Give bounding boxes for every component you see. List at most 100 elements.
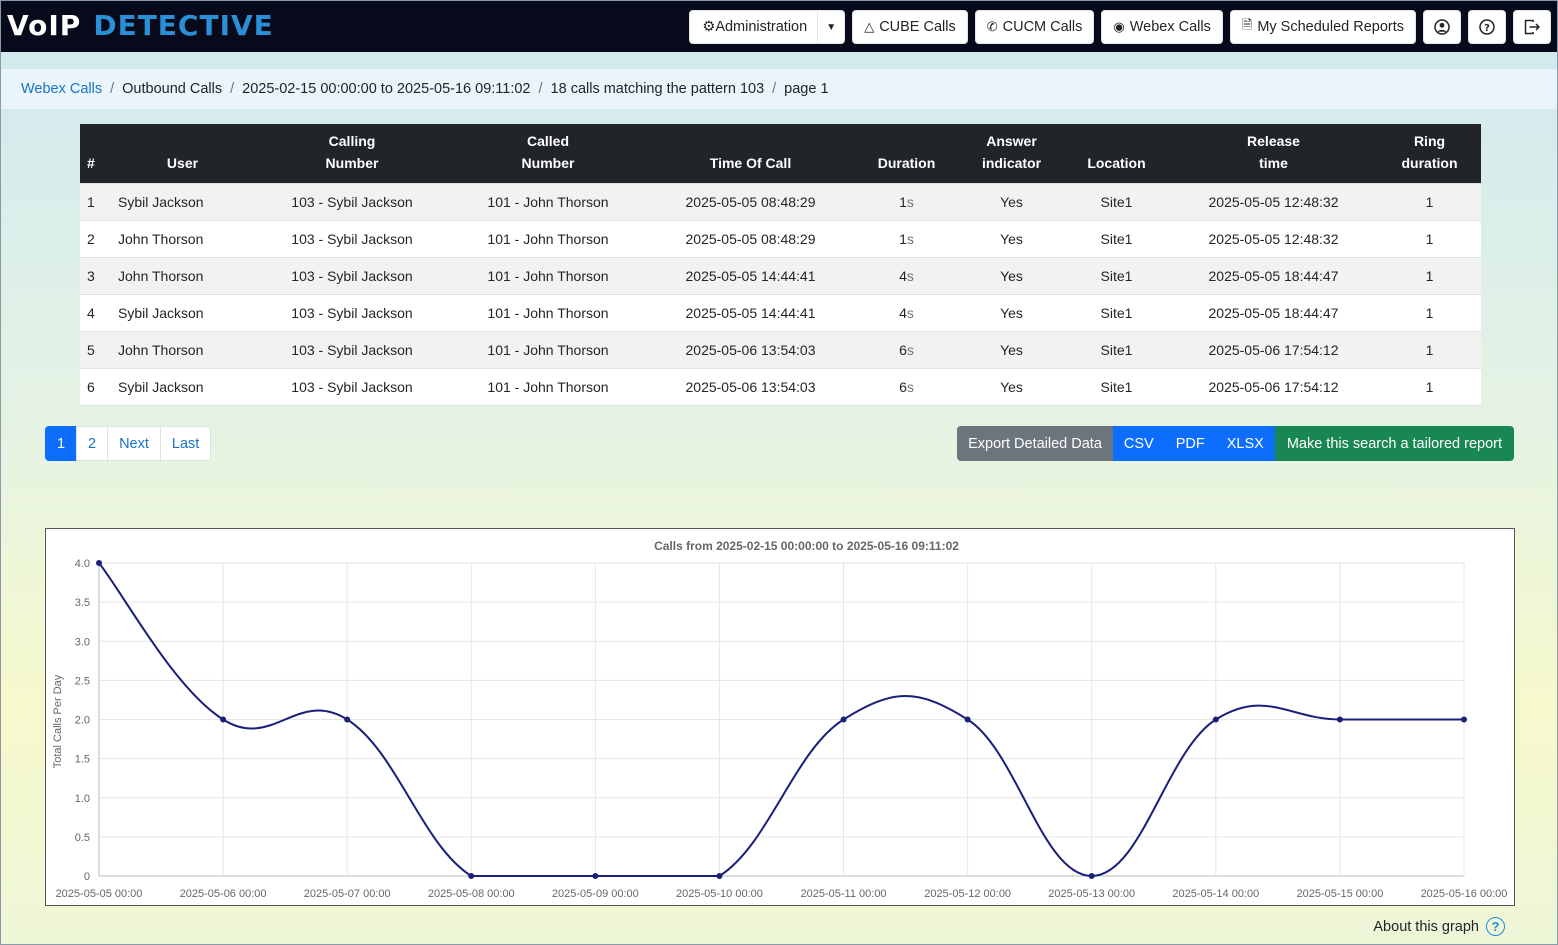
- export-xlsx-button[interactable]: XLSX: [1215, 426, 1275, 461]
- x-tick-label: 2025-05-05 00:00: [56, 888, 143, 900]
- export-button-group: Export Detailed Data CSV PDF XLSX Make t…: [957, 426, 1514, 461]
- col-header-time-of-call[interactable]: Time Of Call: [647, 124, 854, 183]
- x-tick-label: 2025-05-14 00:00: [1172, 888, 1259, 900]
- about-graph-label: About this graph: [1373, 918, 1479, 935]
- cell-called-number: 101 - John Thorson: [449, 293, 647, 331]
- col-header-location[interactable]: Location: [1064, 124, 1169, 183]
- cell-calling-number: 103 - Sybil Jackson: [255, 330, 449, 368]
- webex-calls-label: Webex Calls: [1129, 19, 1211, 35]
- breadcrumb-separator: /: [538, 81, 543, 97]
- chevron-down-icon[interactable]: ▼: [826, 21, 837, 33]
- table-row[interactable]: 4 Sybil Jackson 103 - Sybil Jackson 101 - J…: [80, 293, 1481, 331]
- data-point: [1461, 716, 1467, 723]
- col-header-release-time[interactable]: Release time: [1169, 124, 1378, 183]
- cell-called-number: 101 - John Thorson: [449, 256, 647, 294]
- cell-location: Site1: [1064, 367, 1169, 406]
- x-tick-label: 2025-05-09 00:00: [552, 888, 639, 900]
- cell-ring-duration: 1: [1378, 256, 1481, 294]
- cell-time-of-call: 2025-05-05 14:44:41: [647, 256, 854, 294]
- last-page-link[interactable]: Last: [159, 426, 212, 461]
- cell-answer-indicator: Yes: [959, 293, 1064, 331]
- page-2-link[interactable]: 2: [76, 426, 109, 461]
- export-pdf-button[interactable]: PDF: [1164, 426, 1216, 461]
- table-row[interactable]: 2 John Thorson 103 - Sybil Jackson 101 - Jo…: [80, 219, 1481, 257]
- chart-title: Calls from 2025-02-15 00:00:00 to 2025-0…: [654, 539, 959, 553]
- cell-ring-duration: 1: [1378, 330, 1481, 368]
- question-circle-icon: ?: [1486, 917, 1505, 936]
- table-row[interactable]: 5 John Thorson 103 - Sybil Jackson 101 - Jo…: [80, 330, 1481, 368]
- cell-user: John Thorson: [110, 330, 255, 368]
- report-file-icon: 🗎: [1241, 17, 1253, 32]
- administration-dropdown[interactable]: ⚙ Administration ▼: [689, 10, 846, 44]
- y-tick-label: 1.0: [75, 793, 90, 805]
- export-csv-button[interactable]: CSV: [1112, 426, 1165, 461]
- cell-user: Sybil Jackson: [110, 293, 255, 331]
- cucm-calls-button[interactable]: ✆ CUCM Calls: [974, 10, 1095, 44]
- administration-label: Administration: [715, 19, 808, 35]
- user-icon: [1434, 19, 1450, 35]
- col-header-duration[interactable]: Duration: [854, 124, 959, 183]
- cell-duration: 4s: [854, 256, 959, 294]
- pagination: 1 2 Next Last: [45, 426, 212, 461]
- logout-button[interactable]: [1513, 10, 1551, 44]
- help-icon: ?: [1479, 19, 1495, 35]
- col-header-answer-indicator[interactable]: Answer indicator: [959, 124, 1064, 183]
- col-header-ring-duration[interactable]: Ring duration: [1378, 124, 1481, 183]
- cell-location: Site1: [1064, 219, 1169, 257]
- data-point: [1336, 716, 1343, 723]
- cube-calls-label: CUBE Calls: [879, 19, 956, 35]
- cube-calls-button[interactable]: △ CUBE Calls: [852, 10, 968, 44]
- duration-value: 6: [899, 378, 907, 395]
- table-row[interactable]: 3 John Thorson 103 - Sybil Jackson 101 - Jo…: [80, 256, 1481, 294]
- webex-calls-button[interactable]: ◉ Webex Calls: [1101, 10, 1223, 44]
- col-header-number[interactable]: #: [80, 124, 110, 183]
- duration-unit: s: [906, 304, 914, 321]
- data-point: [220, 716, 227, 723]
- col-header-user[interactable]: User: [110, 124, 255, 183]
- voip-detective-logo[interactable]: VoIP DETECTIVE: [7, 7, 274, 43]
- duration-unit: s: [906, 267, 914, 284]
- duration-unit: s: [906, 230, 914, 247]
- cell-release-time: 2025-05-06 17:54:12: [1169, 330, 1378, 368]
- cell-calling-number: 103 - Sybil Jackson: [255, 367, 449, 406]
- table-row[interactable]: 1 Sybil Jackson 103 - Sybil Jackson 101 - J…: [80, 182, 1481, 220]
- x-tick-label: 2025-05-08 00:00: [428, 888, 515, 900]
- next-page-link[interactable]: Next: [107, 426, 161, 461]
- svg-text:?: ?: [1484, 23, 1490, 34]
- col-header-called-number[interactable]: Called Number: [449, 124, 647, 183]
- duration-unit: s: [906, 378, 914, 395]
- cell-called-number: 101 - John Thorson: [449, 219, 647, 257]
- y-tick-label: 2.5: [75, 675, 90, 687]
- breadcrumb-webex-calls[interactable]: Webex Calls: [21, 81, 103, 97]
- cell-location: Site1: [1064, 182, 1169, 220]
- cell-ring-duration: 1: [1378, 367, 1481, 406]
- scheduled-reports-button[interactable]: 🗎 My Scheduled Reports: [1229, 10, 1416, 44]
- page-1-link[interactable]: 1: [45, 426, 77, 461]
- data-point: [964, 716, 971, 723]
- cell-release-time: 2025-05-05 12:48:32: [1169, 219, 1378, 257]
- cell-answer-indicator: Yes: [959, 256, 1064, 294]
- x-tick-label: 2025-05-07 00:00: [304, 888, 391, 900]
- cell-time-of-call: 2025-05-05 14:44:41: [647, 293, 854, 331]
- cell-calling-number: 103 - Sybil Jackson: [255, 182, 449, 220]
- duration-unit: s: [906, 193, 914, 210]
- cucm-calls-label: CUCM Calls: [1002, 19, 1083, 35]
- cell-duration: 1s: [854, 219, 959, 257]
- help-button[interactable]: ?: [1468, 10, 1506, 44]
- col-header-calling-number[interactable]: Calling Number: [255, 124, 449, 183]
- cell-number: 4: [80, 293, 110, 331]
- data-point: [1088, 873, 1095, 879]
- calls-per-day-chart: Calls from 2025-02-15 00:00:00 to 2025-0…: [45, 528, 1515, 906]
- x-tick-label: 2025-05-16 00:00: [1421, 888, 1508, 900]
- tailored-report-button[interactable]: Make this search a tailored report: [1274, 426, 1514, 461]
- table-row[interactable]: 6 Sybil Jackson 103 - Sybil Jackson 101 - J…: [80, 367, 1481, 406]
- breadcrumb-match-count: 18 calls matching the pattern 103: [550, 81, 765, 97]
- data-point: [1212, 716, 1219, 723]
- user-account-button[interactable]: [1423, 10, 1461, 44]
- chart-svg: Calls from 2025-02-15 00:00:00 to 2025-0…: [52, 539, 1508, 900]
- cell-called-number: 101 - John Thorson: [449, 367, 647, 406]
- cell-user: Sybil Jackson: [110, 367, 255, 406]
- top-navbar: VoIP DETECTIVE ⚙ Administration ▼ △ CUBE…: [1, 1, 1557, 52]
- about-graph-link[interactable]: About this graph ?: [1373, 917, 1505, 936]
- administration-button[interactable]: ⚙ Administration: [690, 11, 819, 43]
